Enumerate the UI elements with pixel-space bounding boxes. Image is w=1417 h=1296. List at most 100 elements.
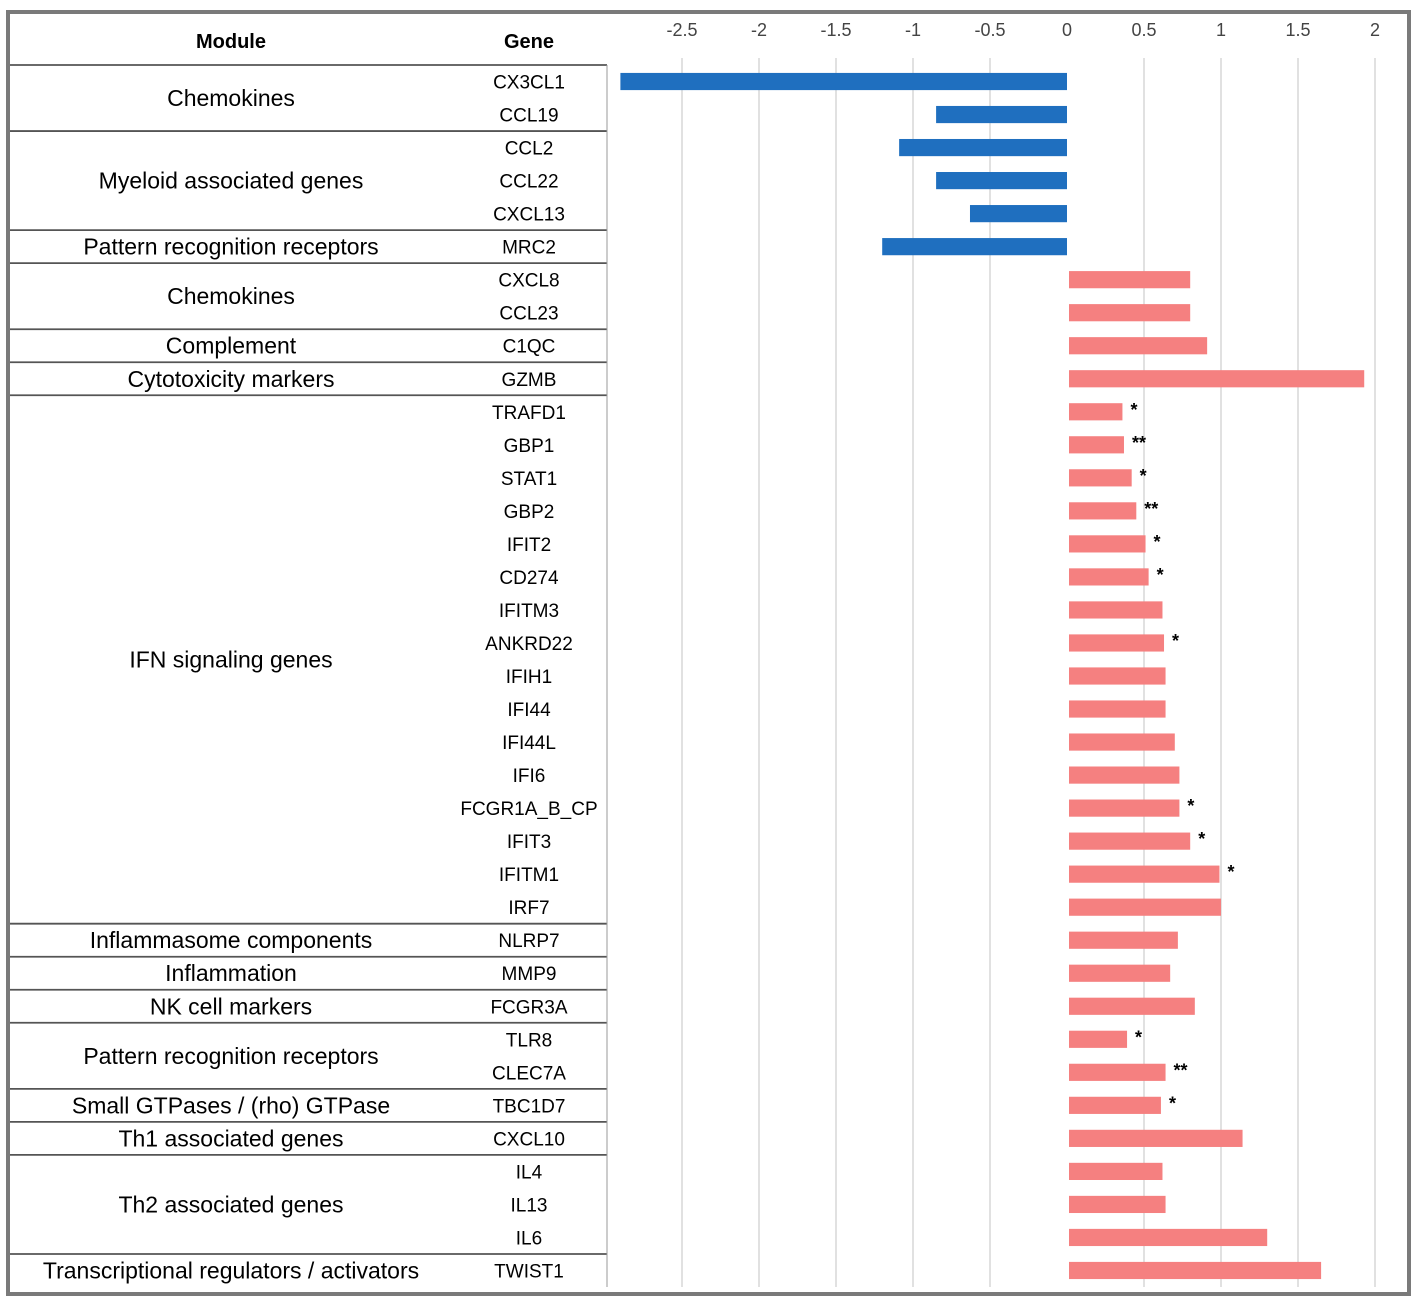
x-tick-label: 1.5 xyxy=(1285,20,1310,40)
module-label: Small GTPases / (rho) GTPase xyxy=(72,1092,390,1118)
bar-cxcl8 xyxy=(1069,271,1191,289)
module-label: Pattern recognition receptors xyxy=(83,234,378,260)
module-label: Th1 associated genes xyxy=(118,1125,343,1151)
x-tick-label: -2.5 xyxy=(666,20,697,40)
bar-ifitm3 xyxy=(1069,601,1163,619)
bar-tlr8 xyxy=(1069,1030,1128,1048)
gene-label: FCGR3A xyxy=(490,997,567,1018)
significance-label: ** xyxy=(1132,433,1146,453)
bar-gbp1 xyxy=(1069,436,1124,454)
bar-cxcl10 xyxy=(1069,1129,1243,1147)
gene-label: IFIT3 xyxy=(507,832,551,853)
gene-label: MMP9 xyxy=(502,964,557,985)
bar-ifi44l xyxy=(1069,733,1175,751)
x-tick-label: 0.5 xyxy=(1131,20,1156,40)
gene-label: IFIH1 xyxy=(506,667,552,688)
significance-label: ** xyxy=(1144,499,1158,519)
bar-c1qc xyxy=(1069,337,1208,355)
gene-label: CCL19 xyxy=(499,106,558,127)
gene-label: CCL23 xyxy=(499,304,558,325)
bar-clec7a xyxy=(1069,1063,1166,1081)
gene-label: IFITM1 xyxy=(499,865,559,886)
bar-il13 xyxy=(1069,1195,1166,1214)
significance-label: * xyxy=(1187,796,1194,816)
significance-label: * xyxy=(1169,1093,1176,1113)
x-tick-label: -1 xyxy=(905,20,921,40)
gene-label: CXCL8 xyxy=(498,271,559,292)
module-label: Transcriptional regulators / activators xyxy=(43,1257,419,1283)
bar-trafd1 xyxy=(1069,403,1123,421)
significance-label: * xyxy=(1172,631,1179,651)
bar-ifit2 xyxy=(1069,535,1146,553)
module-label: Pattern recognition receptors xyxy=(83,1043,378,1069)
bar-ifi44 xyxy=(1069,700,1166,718)
bar-stat1 xyxy=(1069,469,1132,487)
significance-label: * xyxy=(1154,532,1161,552)
bar-ccl22 xyxy=(936,172,1067,190)
gene-label: CD274 xyxy=(499,568,559,589)
gene-label: C1QC xyxy=(503,337,556,358)
gene-label: FCGR1A_B_CP xyxy=(460,799,597,820)
bar-il6 xyxy=(1069,1228,1268,1247)
x-tick-label: -0.5 xyxy=(974,20,1005,40)
gene-label: TBC1D7 xyxy=(493,1096,566,1117)
figure-frame xyxy=(6,10,1411,1296)
gene-label: MRC2 xyxy=(502,238,556,259)
gene-label: CCL22 xyxy=(499,172,558,193)
module-label: Complement xyxy=(166,333,297,359)
bar-mrc2 xyxy=(882,238,1067,256)
significance-label: * xyxy=(1157,565,1164,585)
x-tick-label: 0 xyxy=(1062,20,1072,40)
gene-label: CCL2 xyxy=(505,139,554,160)
significance-label: * xyxy=(1140,466,1147,486)
gene-label: GBP2 xyxy=(504,502,555,523)
gene-label: IFITM3 xyxy=(499,601,559,622)
module-label: Cytotoxicity markers xyxy=(127,366,334,392)
gene-label: IFIT2 xyxy=(507,535,551,556)
gene-label: IRF7 xyxy=(508,898,549,919)
gene-label: TLR8 xyxy=(506,1030,552,1051)
bar-ifih1 xyxy=(1069,667,1166,685)
gene-label: GBP1 xyxy=(504,436,555,457)
module-label: Inflammation xyxy=(165,960,297,986)
x-tick-label: 1 xyxy=(1216,20,1226,40)
gene-label: TWIST1 xyxy=(494,1261,564,1282)
module-label: IFN signaling genes xyxy=(129,646,332,672)
gene-label: IFI44L xyxy=(502,733,556,754)
bar-cx3cl1 xyxy=(620,72,1067,91)
module-label: Inflammasome components xyxy=(90,927,373,953)
bar-twist1 xyxy=(1069,1261,1322,1280)
bar-fcgr1a_b_cp xyxy=(1069,799,1180,817)
bar-cxcl13 xyxy=(969,205,1067,223)
gene-label: GZMB xyxy=(502,370,557,391)
module-header: Module xyxy=(196,31,266,53)
x-tick-label: -2 xyxy=(751,20,767,40)
gene-label: ANKRD22 xyxy=(485,634,573,655)
bar-mmp9 xyxy=(1069,964,1171,982)
module-label: Chemokines xyxy=(167,283,295,309)
gene-header: Gene xyxy=(504,31,554,53)
bar-fcgr3a xyxy=(1069,997,1195,1015)
gene-label: CXCL13 xyxy=(493,205,565,226)
x-tick-label: 2 xyxy=(1370,20,1380,40)
bar-ccl19 xyxy=(936,105,1067,124)
bar-ccl23 xyxy=(1069,304,1191,322)
module-label: Th2 associated genes xyxy=(118,1191,343,1217)
gene-label: CXCL10 xyxy=(493,1129,565,1150)
gene-label: TRAFD1 xyxy=(492,403,566,424)
gene-label: NLRP7 xyxy=(498,931,559,952)
gene-label: IL13 xyxy=(511,1195,548,1216)
significance-label: * xyxy=(1227,862,1234,882)
module-label: Myeloid associated genes xyxy=(99,168,364,194)
significance-label: * xyxy=(1198,829,1205,849)
bar-ankrd22 xyxy=(1069,634,1165,652)
gene-label: IL6 xyxy=(516,1228,542,1249)
significance-label: ** xyxy=(1174,1060,1188,1080)
bar-nlrp7 xyxy=(1069,931,1178,949)
bar-tbc1d7 xyxy=(1069,1096,1161,1114)
bar-ifit3 xyxy=(1069,832,1191,850)
bar-irf7 xyxy=(1069,898,1221,916)
bar-ifitm1 xyxy=(1069,865,1220,883)
module-label: NK cell markers xyxy=(150,993,312,1019)
